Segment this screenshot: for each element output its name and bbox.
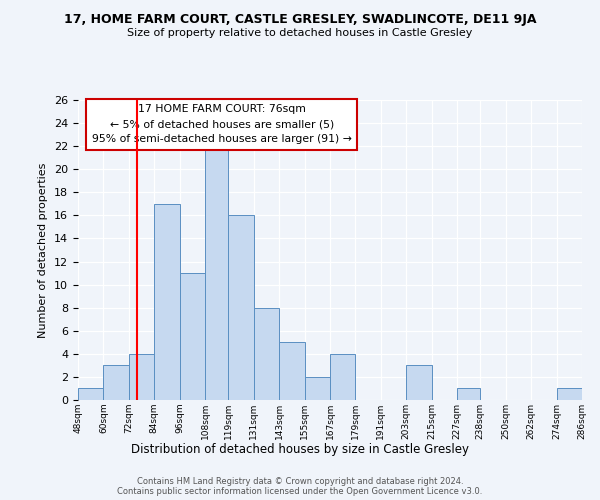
Bar: [457, 388, 481, 400]
Text: Size of property relative to detached houses in Castle Gresley: Size of property relative to detached ho…: [127, 28, 473, 38]
Bar: [305, 377, 330, 400]
Text: Contains public sector information licensed under the Open Government Licence v3: Contains public sector information licen…: [118, 488, 482, 496]
Bar: [205, 146, 229, 400]
Bar: [330, 354, 355, 400]
Bar: [406, 366, 431, 400]
Bar: [154, 204, 179, 400]
Text: 17, HOME FARM COURT, CASTLE GRESLEY, SWADLINCOTE, DE11 9JA: 17, HOME FARM COURT, CASTLE GRESLEY, SWA…: [64, 12, 536, 26]
Text: 17 HOME FARM COURT: 76sqm
← 5% of detached houses are smaller (5)
95% of semi-de: 17 HOME FARM COURT: 76sqm ← 5% of detach…: [92, 104, 352, 144]
Text: Distribution of detached houses by size in Castle Gresley: Distribution of detached houses by size …: [131, 442, 469, 456]
Bar: [279, 342, 305, 400]
Bar: [78, 388, 103, 400]
Y-axis label: Number of detached properties: Number of detached properties: [38, 162, 49, 338]
Bar: [229, 216, 254, 400]
Bar: [179, 273, 205, 400]
Bar: [557, 388, 582, 400]
Bar: [254, 308, 279, 400]
Text: Contains HM Land Registry data © Crown copyright and database right 2024.: Contains HM Land Registry data © Crown c…: [137, 478, 463, 486]
Bar: [129, 354, 154, 400]
Bar: [103, 366, 129, 400]
